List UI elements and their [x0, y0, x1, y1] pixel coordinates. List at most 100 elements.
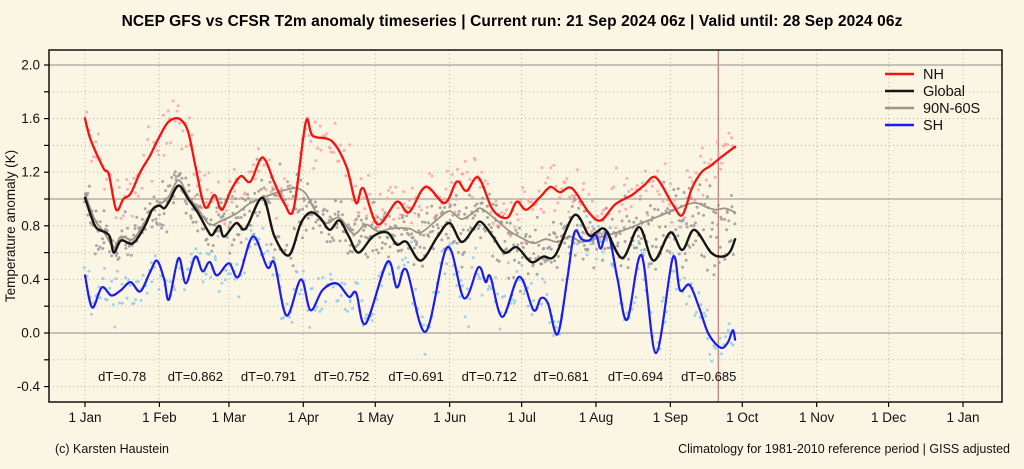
scatter-dot — [153, 265, 157, 269]
scatter-dot — [124, 246, 128, 250]
scatter-dot — [483, 179, 487, 183]
scatter-dot — [257, 147, 260, 151]
scatter-dot — [249, 223, 253, 227]
scatter-dot — [253, 191, 257, 195]
scatter-dot — [338, 239, 342, 243]
scatter-dot — [712, 273, 716, 277]
scatter-dot — [292, 287, 296, 291]
scatter-dot — [291, 264, 295, 268]
scatter-dot — [449, 242, 453, 246]
scatter-dot — [500, 211, 504, 214]
scatter-dot — [157, 213, 161, 217]
scatter-dot — [445, 262, 449, 266]
scatter-dot — [278, 162, 282, 166]
scatter-dot — [298, 292, 302, 296]
scatter-dot — [444, 187, 448, 191]
scatter-dot — [657, 192, 661, 196]
scatter-dot — [676, 234, 680, 238]
scatter-dot — [313, 200, 317, 204]
scatter-dot — [431, 229, 435, 233]
scatter-dot — [419, 208, 423, 212]
scatter-dot — [150, 280, 154, 284]
scatter-dot — [540, 166, 544, 170]
scatter-dot — [442, 197, 446, 201]
scatter-dot — [502, 202, 506, 206]
scatter-dot — [708, 352, 712, 356]
dt-label: dT=0.791 — [241, 369, 296, 384]
scatter-dot — [555, 235, 559, 239]
scatter-dot — [103, 227, 107, 231]
scatter-dot — [537, 243, 541, 247]
scatter-dot — [682, 276, 686, 280]
scatter-dot — [408, 206, 412, 210]
scatter-dot — [674, 287, 678, 291]
scatter-dot — [235, 205, 239, 208]
y-tick-label: 0.0 — [21, 326, 40, 341]
scatter-dot — [289, 190, 292, 194]
scatter-dot — [98, 220, 102, 224]
scatter-dot — [656, 208, 660, 212]
scatter-dot — [376, 215, 380, 219]
scatter-dot — [724, 335, 728, 339]
scatter-dot — [457, 209, 461, 213]
scatter-dot — [608, 226, 612, 230]
scatter-dot — [313, 120, 317, 124]
scatter-dot — [633, 197, 637, 201]
scatter-dot — [228, 251, 232, 255]
scatter-dot — [150, 179, 154, 183]
scatter-dot — [187, 189, 191, 193]
scatter-dot — [731, 253, 735, 256]
scatter-dot — [720, 161, 724, 165]
scatter-dot — [474, 246, 478, 250]
scatter-dot — [400, 248, 404, 252]
scatter-dot — [641, 251, 645, 255]
scatter-dot — [463, 212, 467, 216]
scatter-dot — [445, 169, 449, 173]
scatter-dot — [378, 235, 382, 239]
scatter-dot — [339, 143, 343, 147]
scatter-dot — [301, 207, 304, 211]
scatter-dot — [546, 246, 550, 250]
scatter-dot — [647, 265, 651, 269]
scatter-dot — [239, 216, 243, 219]
scatter-dot — [515, 212, 519, 216]
scatter-dot — [532, 299, 536, 303]
scatter-dot — [604, 206, 608, 210]
scatter-dot — [220, 281, 224, 285]
scatter-dot — [720, 217, 724, 221]
scatter-dot — [573, 194, 577, 198]
scatter-dot — [522, 292, 526, 296]
scatter-dot — [651, 179, 655, 183]
scatter-dot — [636, 234, 640, 238]
scatter-dot — [108, 250, 111, 254]
scatter-dot — [266, 197, 270, 201]
scatter-dot — [715, 140, 719, 144]
x-tick-label: 1 Oct — [726, 410, 759, 425]
scatter-dot — [390, 191, 394, 195]
scatter-dot — [141, 273, 145, 277]
series-line-sh — [83, 229, 737, 355]
scatter-dot — [291, 194, 295, 198]
scatter-dot — [559, 222, 563, 226]
scatter-dot — [329, 278, 333, 281]
scatter-dot — [269, 242, 273, 246]
scatter-dot — [364, 252, 368, 256]
scatter-dot — [705, 268, 709, 272]
scatter-dot — [650, 184, 654, 188]
scatter-dot — [142, 153, 146, 157]
scatter-dot — [253, 242, 257, 246]
scatter-dot — [380, 246, 384, 250]
scatter-dot — [145, 291, 149, 295]
scatter-dot — [419, 233, 422, 236]
scatter-dot — [700, 253, 704, 257]
scatter-dot — [687, 186, 691, 190]
scatter-dot — [656, 189, 659, 193]
scatter-dot — [231, 211, 235, 215]
scatter-dot — [128, 182, 132, 186]
scatter-dot — [437, 290, 441, 294]
scatter-dot — [528, 235, 532, 238]
scatter-dot — [316, 277, 320, 281]
scatter-dot — [143, 207, 147, 211]
scatter-dot — [625, 176, 629, 180]
scatter-dot — [189, 252, 193, 256]
